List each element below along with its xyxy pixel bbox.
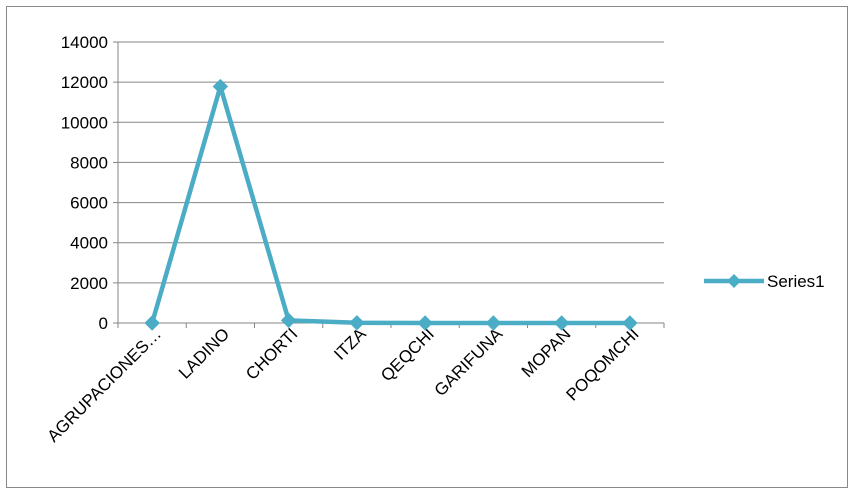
y-tick-label: 14000 xyxy=(61,33,108,52)
chart-frame: 0 2000 4000 6000 8000 10000 12000 14000 AGRUPAC… xyxy=(6,6,848,488)
x-tick-label: POQOMCHI xyxy=(562,324,642,404)
series-lines xyxy=(144,78,638,331)
data-point-marker xyxy=(144,315,160,331)
x-tick-label: CHORTI xyxy=(242,324,301,383)
x-tick-label: AGRUPACIONES… xyxy=(44,324,165,445)
data-point-marker xyxy=(417,315,433,331)
data-point-marker xyxy=(349,315,365,331)
y-axis-tick-labels: 0 2000 4000 6000 8000 10000 12000 14000 xyxy=(61,33,108,333)
data-point-marker xyxy=(485,315,502,331)
x-tick-label: GARIFUNA xyxy=(431,324,507,400)
y-tick-label: 4000 xyxy=(70,234,108,253)
x-axis-tick-labels: AGRUPACIONES… LADINO CHORTI ITZA QEQCHIGARIF… xyxy=(44,324,643,446)
legend-series-label: Series1 xyxy=(767,272,825,291)
x-tick-label: ITZA xyxy=(330,324,370,364)
series-line xyxy=(149,84,630,326)
y-tick-label: 8000 xyxy=(70,153,108,172)
axes xyxy=(113,41,665,328)
data-point-marker xyxy=(212,78,229,95)
data-point-marker xyxy=(553,315,570,331)
data-point-marker xyxy=(622,315,638,331)
y-tick-label: 10000 xyxy=(61,113,108,132)
y-tick-label: 6000 xyxy=(70,194,108,213)
y-tick-label: 0 xyxy=(99,314,108,333)
line-chart: 0 2000 4000 6000 8000 10000 12000 14000 AGRUPAC… xyxy=(44,33,825,446)
x-tick-label: MOPAN xyxy=(518,324,575,381)
legend: Series1 xyxy=(704,272,825,291)
data-point-marker xyxy=(280,312,297,329)
y-tick-label: 2000 xyxy=(70,274,108,293)
legend-series-marker xyxy=(727,274,741,288)
x-tick-label: LADINO xyxy=(175,324,233,382)
y-tick-label: 12000 xyxy=(61,73,108,92)
x-tick-label: QEQCHI xyxy=(377,324,438,385)
